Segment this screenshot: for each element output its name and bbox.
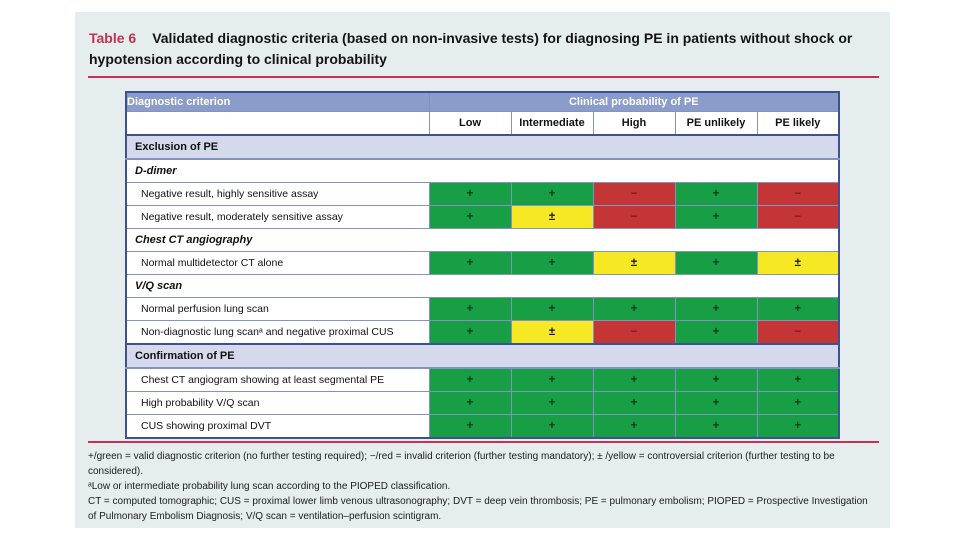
column-header-pe-likely: PE likely	[756, 111, 840, 136]
top-rule	[88, 76, 879, 78]
subsection-label: V/Q scan	[125, 274, 840, 298]
result-cell-minus: −	[592, 320, 676, 345]
result-cell-pm: ±	[510, 205, 594, 229]
result-cell-plus: +	[674, 205, 758, 229]
result-cell-plus: +	[510, 367, 594, 392]
criterion-label: CUS showing proximal DVT	[125, 414, 430, 439]
table-row: Confirmation of PE	[125, 343, 840, 369]
subsection-label: Chest CT angiography	[125, 228, 840, 252]
criterion-label: Normal perfusion lung scan	[125, 297, 430, 321]
section-label: Confirmation of PE	[125, 343, 840, 369]
table-title-text: Validated diagnostic criteria (based on …	[89, 30, 853, 67]
result-cell-plus: +	[510, 391, 594, 415]
table-row: Non-diagnostic lung scanᵃ and negative p…	[125, 320, 840, 345]
result-cell-plus: +	[674, 320, 758, 345]
result-cell-plus: +	[674, 414, 758, 439]
table-row: High probability V/Q scan + + + + +	[125, 391, 840, 415]
table-row: Chest CT angiography	[125, 228, 840, 252]
footnote-legend: +/green = valid diagnostic criterion (no…	[88, 451, 835, 477]
result-cell-plus: +	[592, 367, 676, 392]
empty-header-cell	[125, 111, 430, 136]
footnotes: +/green = valid diagnostic criterion (no…	[88, 449, 878, 524]
column-header-intermediate: Intermediate	[510, 111, 594, 136]
clinical-probability-group-header: Clinical probability of PE	[428, 91, 840, 112]
table-row: Chest CT angiogram showing at least segm…	[125, 367, 840, 392]
result-cell-plus: +	[428, 367, 512, 392]
table-row: CUS showing proximal DVT + + + + +	[125, 414, 840, 439]
result-cell-plus: +	[592, 391, 676, 415]
result-cell-plus: +	[674, 297, 758, 321]
diagnostic-criteria-table: Diagnostic criterion Clinical probabilit…	[125, 91, 841, 439]
result-cell-plus: +	[592, 297, 676, 321]
table-number: Table 6	[89, 30, 137, 46]
result-cell-plus: +	[428, 391, 512, 415]
table-row: V/Q scan	[125, 274, 840, 298]
column-header-high: High	[592, 111, 676, 136]
result-cell-plus: +	[756, 367, 840, 392]
result-cell-plus: +	[510, 414, 594, 439]
criterion-label: Non-diagnostic lung scanᵃ and negative p…	[125, 320, 430, 345]
result-cell-plus: +	[674, 182, 758, 206]
group-header-row: Diagnostic criterion Clinical probabilit…	[125, 91, 840, 112]
result-cell-plus: +	[756, 297, 840, 321]
result-cell-minus: −	[756, 320, 840, 345]
criterion-label: Negative result, highly sensitive assay	[125, 182, 430, 206]
criterion-label: High probability V/Q scan	[125, 391, 430, 415]
table-row: Negative result, moderately sensitive as…	[125, 205, 840, 229]
column-header-low: Low	[428, 111, 512, 136]
section-label: Exclusion of PE	[125, 134, 840, 160]
result-cell-plus: +	[756, 414, 840, 439]
result-cell-plus: +	[674, 251, 758, 275]
result-cell-plus: +	[510, 297, 594, 321]
result-cell-plus: +	[510, 251, 594, 275]
result-cell-pm: ±	[756, 251, 840, 275]
result-cell-plus: +	[428, 205, 512, 229]
result-cell-plus: +	[756, 391, 840, 415]
column-header-pe-unlikely: PE unlikely	[674, 111, 758, 136]
result-cell-minus: −	[592, 182, 676, 206]
criterion-column-header: Diagnostic criterion	[125, 91, 430, 112]
subsection-label: D-dimer	[125, 158, 840, 183]
criterion-label: Normal multidetector CT alone	[125, 251, 430, 275]
table6-panel: Table 6 Validated diagnostic criteria (ba…	[75, 12, 890, 528]
footnote-abbreviations: CT = computed tomographic; CUS = proxima…	[88, 496, 868, 522]
table-title: Table 6 Validated diagnostic criteria (ba…	[89, 28, 873, 70]
result-cell-plus: +	[428, 251, 512, 275]
result-cell-plus: +	[592, 414, 676, 439]
table-row: Normal multidetector CT alone + + ± + ±	[125, 251, 840, 275]
result-cell-pm: ±	[510, 320, 594, 345]
result-cell-plus: +	[674, 391, 758, 415]
criterion-label: Chest CT angiogram showing at least segm…	[125, 367, 430, 392]
result-cell-plus: +	[428, 182, 512, 206]
result-cell-plus: +	[428, 414, 512, 439]
bottom-rule	[88, 441, 879, 443]
result-cell-pm: ±	[592, 251, 676, 275]
criterion-label: Negative result, moderately sensitive as…	[125, 205, 430, 229]
result-cell-plus: +	[428, 297, 512, 321]
result-cell-plus: +	[510, 182, 594, 206]
result-cell-minus: −	[756, 182, 840, 206]
result-cell-plus: +	[428, 320, 512, 345]
column-header-row: Low Intermediate High PE unlikely PE likely	[125, 111, 840, 136]
table-row: Negative result, highly sensitive assay +…	[125, 182, 840, 206]
result-cell-plus: +	[674, 367, 758, 392]
table-row: Exclusion of PE	[125, 134, 840, 160]
table-row: D-dimer	[125, 158, 840, 183]
table-row: Normal perfusion lung scan + + + + +	[125, 297, 840, 321]
footnote-a: ᵃLow or intermediate probability lung sc…	[88, 481, 451, 492]
result-cell-minus: −	[592, 205, 676, 229]
result-cell-minus: −	[756, 205, 840, 229]
